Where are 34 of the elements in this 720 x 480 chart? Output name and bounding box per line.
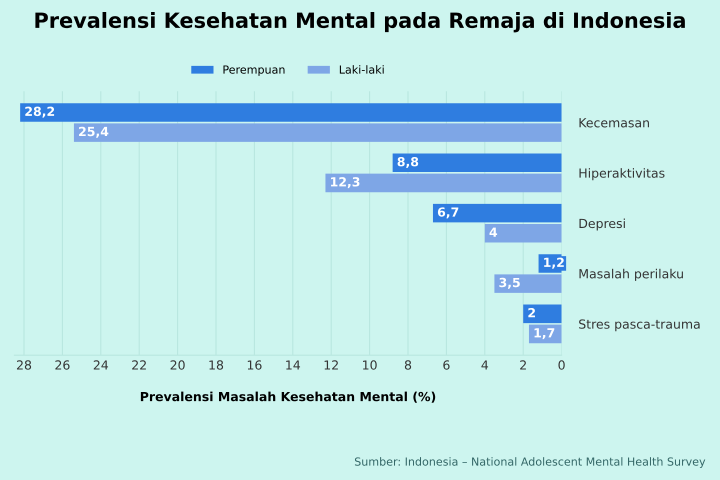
x-tick-label: 28 — [16, 360, 32, 370]
data-label: 6,7 — [438, 207, 458, 218]
data-label: 12,3 — [331, 177, 360, 188]
chart-title: Prevalensi Kesehatan Mental pada Remaja di Indonesia — [35, 12, 685, 32]
y-tick-label: Depresi — [579, 218, 625, 231]
data-label: 3,5 — [499, 278, 520, 289]
x-tick-label: 14 — [286, 360, 300, 370]
x-tick-label: 6 — [443, 360, 450, 370]
x-tick-label: 12 — [324, 360, 338, 370]
x-tick-label: 20 — [170, 360, 185, 370]
y-tick-label: Stres pasca-trauma — [579, 319, 700, 332]
x-tick-label: 0 — [558, 360, 565, 370]
data-label: 28,2 — [25, 106, 54, 118]
x-axis-title: Prevalensi Masalah Kesehatan Mental (%) — [140, 392, 436, 403]
x-tick-label: 22 — [132, 360, 146, 370]
data-label: 4 — [490, 228, 498, 237]
data-label: 8,8 — [398, 156, 418, 168]
data-label: 25,4 — [79, 126, 108, 138]
x-tick-label: 26 — [55, 360, 70, 370]
x-tick-label: 2 — [520, 360, 526, 370]
x-tick-label: 10 — [363, 360, 377, 370]
data-label: 2 — [528, 308, 535, 318]
x-tick-label: 18 — [209, 360, 224, 370]
y-tick-label: Masalah perilaku — [579, 268, 683, 281]
x-tick-label: 16 — [248, 360, 262, 370]
data-label: 1,7 — [534, 328, 554, 340]
x-tick-label: 8 — [404, 360, 412, 370]
x-tick-label: 4 — [481, 360, 488, 370]
text: Sumber: Indonesia – National Adolescent Mental Health Survey — [354, 457, 706, 468]
legend-label: Perempuan — [223, 66, 284, 76]
legend-label: Laki-laki — [340, 65, 384, 74]
x-tick-label: 24 — [94, 360, 108, 370]
y-tick-label: Hiperaktivitas — [579, 168, 665, 180]
y-tick-label: Kecemasan — [579, 118, 649, 128]
